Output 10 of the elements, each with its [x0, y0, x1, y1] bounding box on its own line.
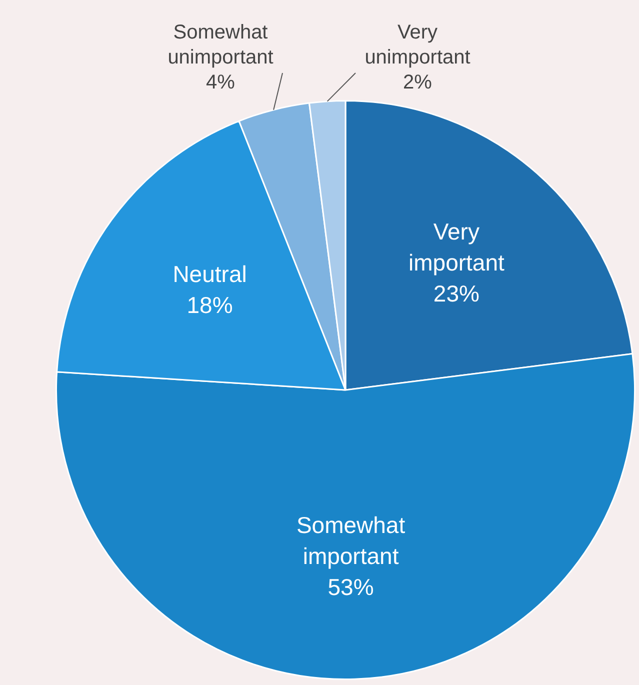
- slice-label: Neutral: [172, 261, 247, 288]
- data-label: 2%: [403, 72, 432, 94]
- data-label: 53%: [328, 574, 374, 600]
- data-label: 4%: [206, 72, 236, 94]
- slice-label: Very important: [408, 218, 505, 276]
- slice-label: Somewhat important: [296, 512, 406, 570]
- slice-label: Somewhat unimportant: [168, 22, 274, 69]
- data-label: 23%: [433, 280, 480, 306]
- slice-label: Very unimportant: [364, 22, 471, 69]
- data-label: 18%: [186, 292, 233, 318]
